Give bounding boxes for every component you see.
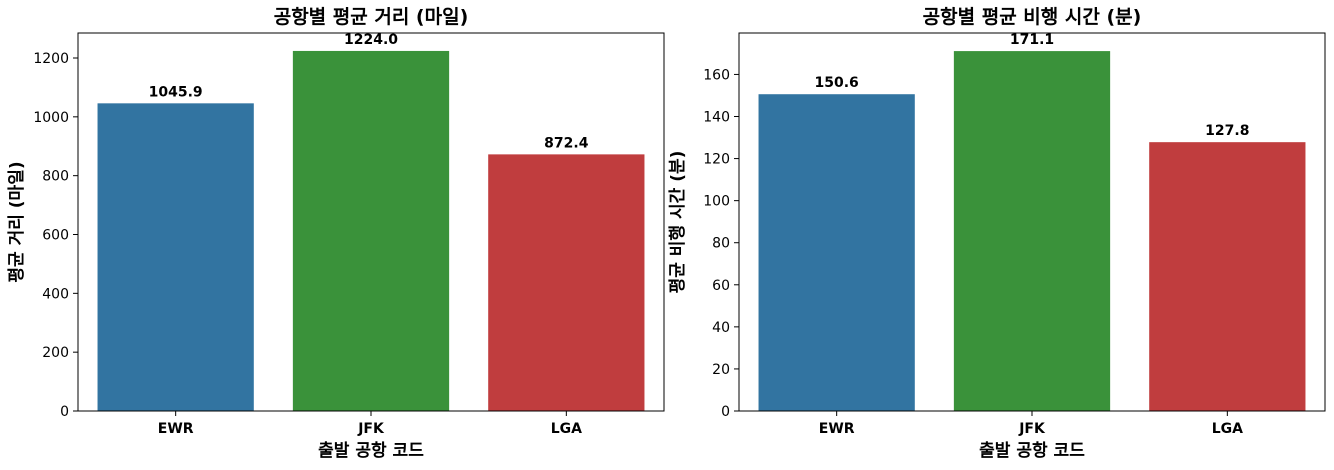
axes-frame bbox=[77, 32, 665, 412]
data-label-air-time-lga: 127.8 bbox=[1205, 123, 1249, 139]
y-tick-label: 400 bbox=[42, 286, 69, 302]
bar-air-time-lga bbox=[1149, 142, 1306, 412]
x-tick-label-lga: LGA bbox=[551, 421, 582, 437]
chart-title: 공항별 평균 거리 (마일) bbox=[274, 6, 469, 28]
y-tick-label: 20 bbox=[712, 362, 730, 378]
x-tick-label-ewr: EWR bbox=[819, 421, 855, 437]
x-tick-label-lga: LGA bbox=[1212, 421, 1243, 437]
y-axis-label: 평균 거리 (마일) bbox=[7, 161, 27, 282]
bar-air-time-ewr bbox=[758, 94, 915, 411]
bar-distance-ewr bbox=[97, 103, 254, 411]
data-label-distance-lga: 872.4 bbox=[544, 135, 589, 151]
chart-average-distance: 1045.9 EWR 1224.0 JFK 872.4 LGA 0 200 400 600 800 1… bbox=[7, 6, 665, 461]
y-tick-label: 600 bbox=[42, 228, 69, 244]
y-tick-label: 140 bbox=[703, 110, 730, 126]
y-tick-label: 0 bbox=[60, 404, 69, 420]
y-tick-label: 0 bbox=[721, 404, 730, 420]
x-tick-label-ewr: EWR bbox=[158, 421, 194, 437]
y-tick-label: 120 bbox=[703, 152, 730, 168]
data-label-distance-jfk: 1224.0 bbox=[344, 32, 398, 48]
bar-air-time-jfk bbox=[953, 51, 1111, 411]
y-tick-label: 40 bbox=[712, 320, 730, 336]
axes-frame bbox=[738, 32, 1326, 412]
x-axis-label: 출발 공항 코드 bbox=[318, 440, 424, 461]
x-tick-label-jfk: JFK bbox=[1018, 421, 1046, 437]
x-axis-label: 출발 공항 코드 bbox=[979, 440, 1085, 461]
y-tick-label: 160 bbox=[703, 67, 730, 83]
y-tick-label: 200 bbox=[42, 345, 69, 361]
chart-average-air-time: 150.6 EWR 171.1 JFK 127.8 LGA 0 20 40 60 80 100 120 1… bbox=[668, 6, 1326, 461]
y-tick-label: 800 bbox=[42, 169, 69, 185]
bar-distance-lga bbox=[488, 154, 645, 411]
y-axis-label: 평균 비행 시간 (분) bbox=[668, 151, 688, 294]
data-label-distance-ewr: 1045.9 bbox=[149, 84, 203, 100]
data-label-air-time-jfk: 171.1 bbox=[1010, 32, 1054, 48]
y-tick-label: 100 bbox=[703, 194, 730, 210]
x-tick-label-jfk: JFK bbox=[357, 421, 385, 437]
bar-distance-jfk bbox=[292, 50, 450, 411]
y-tick-label: 60 bbox=[712, 278, 730, 294]
data-label-air-time-ewr: 150.6 bbox=[815, 75, 859, 91]
y-tick-label: 1000 bbox=[33, 110, 69, 126]
y-tick-label: 80 bbox=[712, 236, 730, 252]
y-tick-label: 1200 bbox=[33, 51, 69, 67]
chart-title: 공항별 평균 비행 시간 (분) bbox=[923, 6, 1142, 28]
